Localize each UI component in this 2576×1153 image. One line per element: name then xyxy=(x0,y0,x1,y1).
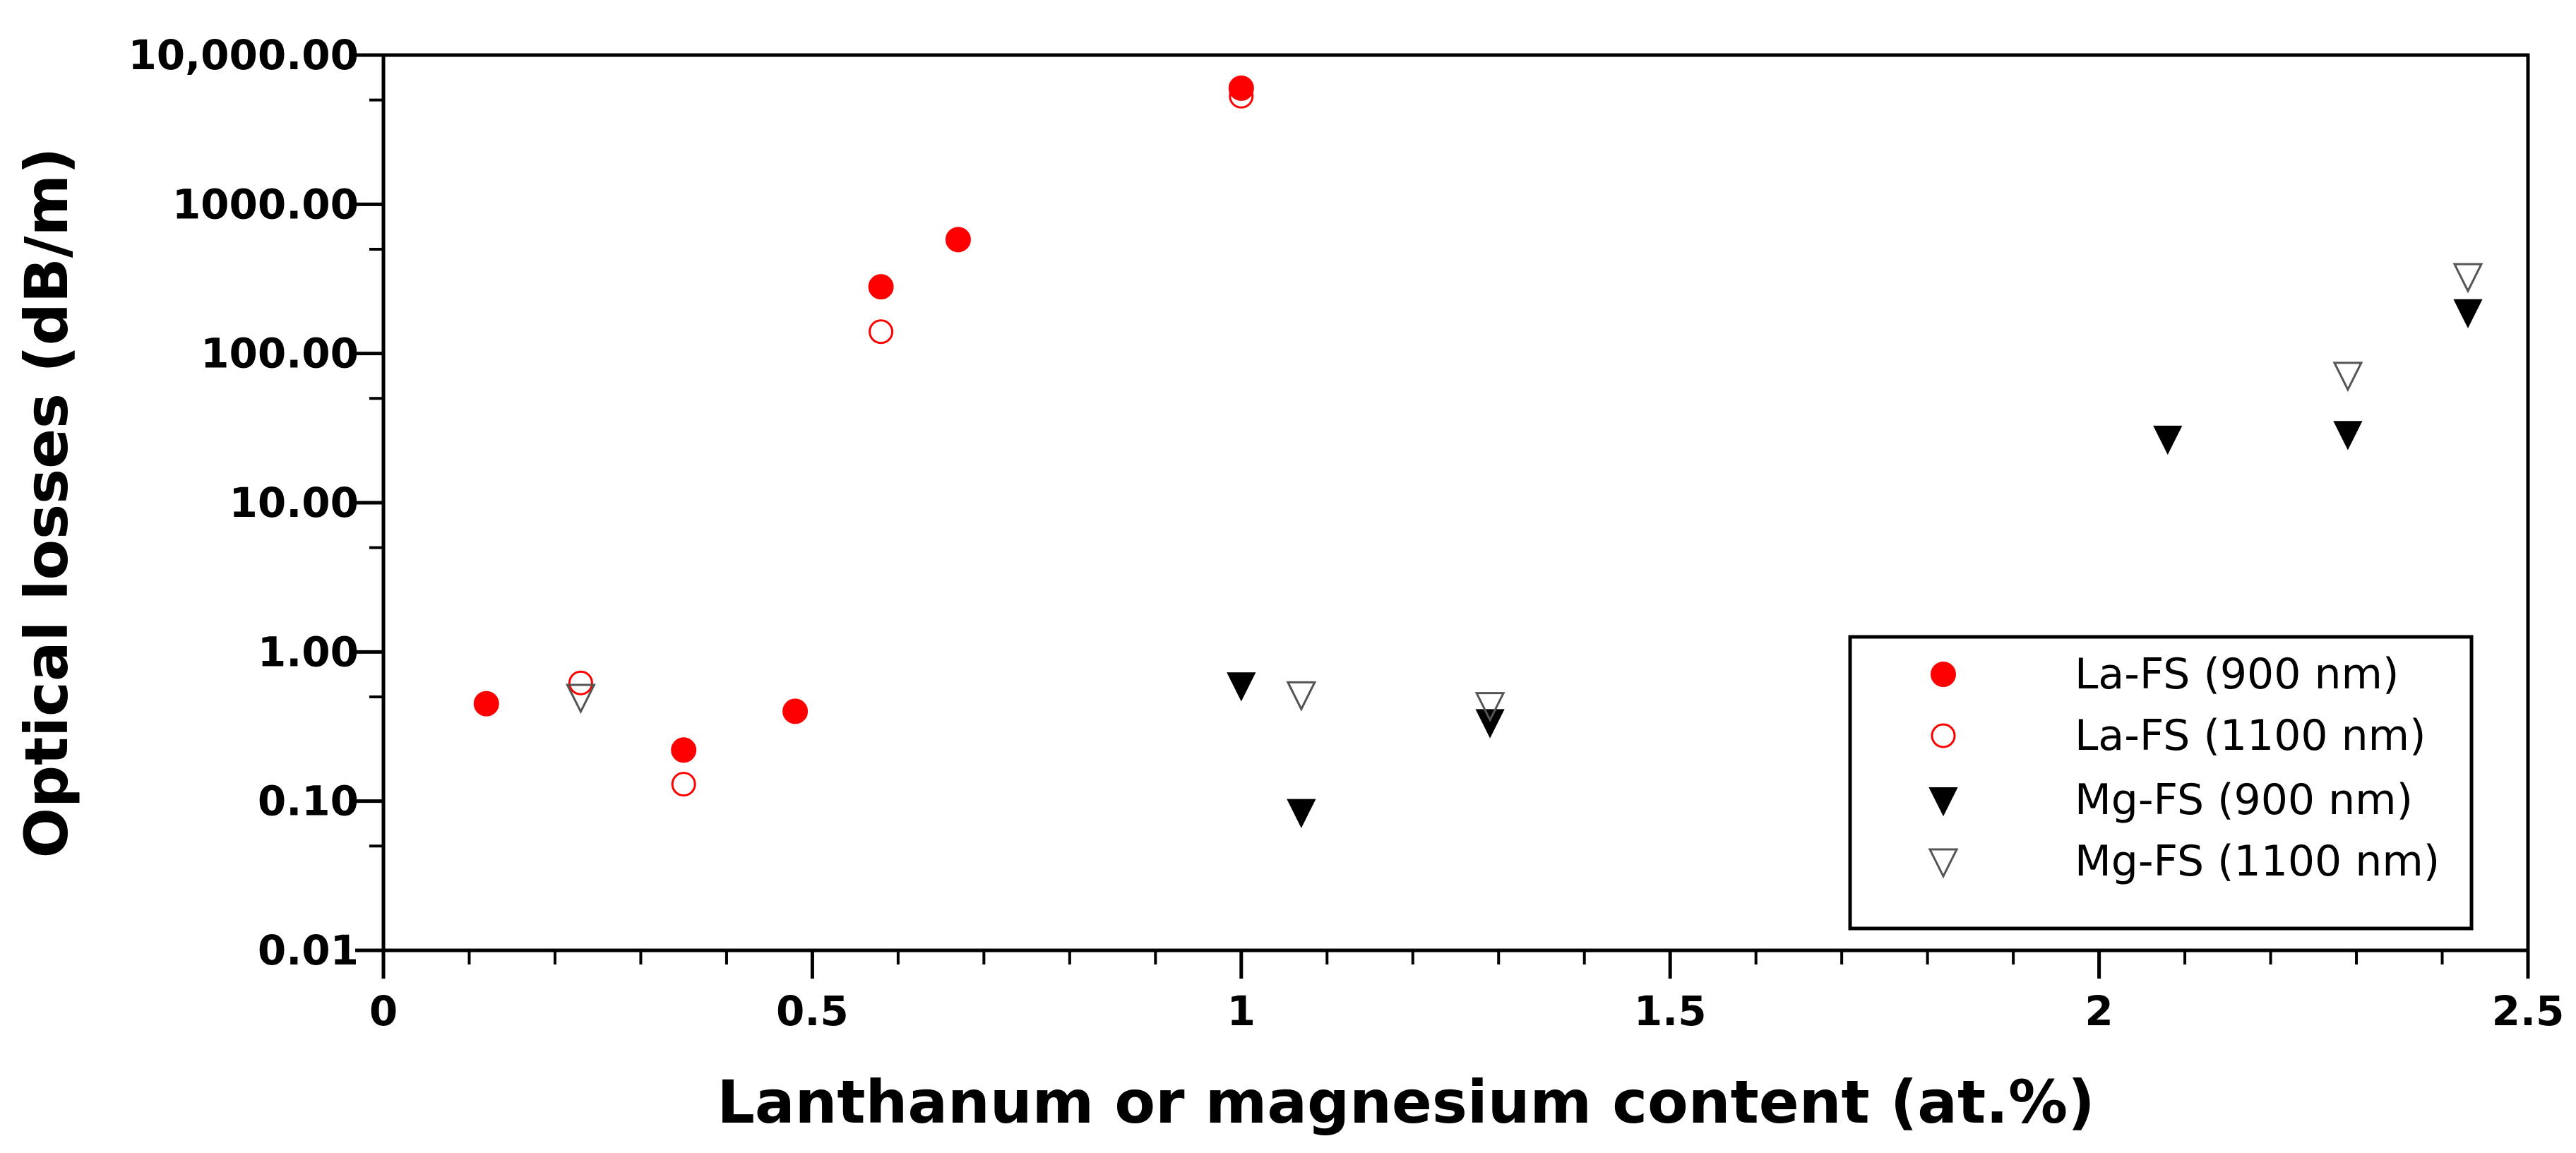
legend: La-FS (900 nm) La-FS (1100 nm) Mg-FS (900 … xyxy=(1848,635,2474,931)
data-point-series-1 xyxy=(782,698,809,724)
legend-marker xyxy=(1931,723,1956,748)
data-point-series-3 xyxy=(1475,709,1505,739)
y-tick-label: 1000.00 xyxy=(172,180,359,228)
data-point-series-2 xyxy=(671,772,696,797)
data-point-series-4 xyxy=(2332,362,2363,393)
data-point-series-1 xyxy=(671,737,697,763)
y-axis-ticks: 0.01 0.10 1.00 10.00 100.00 1000.00 10,000.00 xyxy=(128,31,383,974)
y-axis-title: Optical losses (dB/m) xyxy=(12,148,81,859)
y-tick-label: 10,000.00 xyxy=(128,31,359,79)
data-point-series-3 xyxy=(1287,799,1316,828)
legend-label: Mg-FS (900 nm) xyxy=(2075,775,2413,825)
data-point-series-2 xyxy=(869,319,894,345)
data-point-series-1 xyxy=(945,227,971,253)
legend-marker xyxy=(1928,848,1959,879)
data-points xyxy=(473,75,2483,828)
data-point-series-2 xyxy=(568,670,593,695)
y-tick-label: 1.00 xyxy=(258,628,359,676)
x-tick-label: 0.5 xyxy=(776,987,849,1035)
legend-marker xyxy=(1928,787,1958,817)
legend-label: La-FS (1100 nm) xyxy=(2075,711,2426,760)
legend-box xyxy=(1848,635,2474,931)
y-tick-label: 0.10 xyxy=(258,777,359,825)
x-tick-label: 1.5 xyxy=(1634,987,1707,1035)
y-tick-label: 0.01 xyxy=(258,926,359,974)
x-tick-label: 2.5 xyxy=(2492,987,2565,1035)
data-point-series-4 xyxy=(2452,263,2483,294)
data-point-series-1 xyxy=(1228,75,1254,101)
y-tick-label: 100.00 xyxy=(201,330,359,378)
y-tick-label: 10.00 xyxy=(229,479,359,527)
legend-label: La-FS (900 nm) xyxy=(2075,650,2399,699)
data-point-series-3 xyxy=(1227,672,1256,702)
data-point-series-3 xyxy=(2333,421,2363,450)
data-point-series-1 xyxy=(868,274,894,300)
data-point-series-3 xyxy=(2153,425,2183,455)
data-point-series-4 xyxy=(565,683,596,715)
x-axis-title: Lanthanum or magnesium content (at.%) xyxy=(717,1068,2094,1137)
x-axis-ticks: 0 0.5 1 1.5 2 2.5 xyxy=(369,950,2565,1035)
x-tick-label: 0 xyxy=(369,987,398,1035)
data-point-series-4 xyxy=(1474,692,1505,723)
data-point-series-3 xyxy=(2453,299,2483,328)
data-point-series-2 xyxy=(1229,83,1254,109)
x-tick-label: 1 xyxy=(1227,987,1256,1035)
data-point-series-4 xyxy=(1286,681,1317,712)
x-tick-label: 2 xyxy=(2085,987,2113,1035)
legend-label: Mg-FS (1100 nm) xyxy=(2075,837,2440,886)
data-point-series-1 xyxy=(473,691,499,717)
legend-marker xyxy=(1931,662,1956,687)
